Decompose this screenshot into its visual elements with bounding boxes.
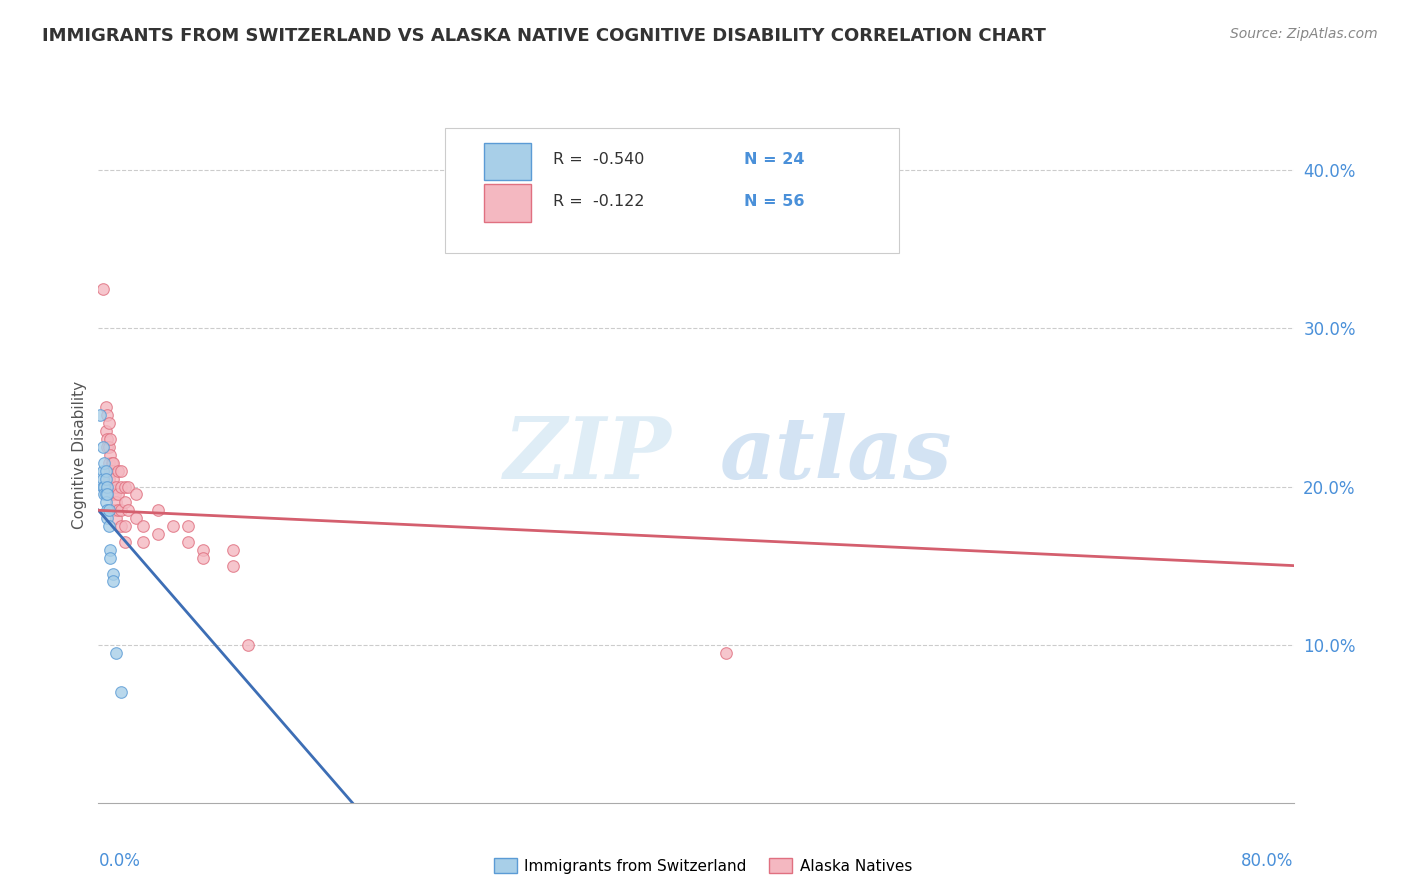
Point [110, 519, 132, 533]
Point [191, 550, 214, 565]
Point [91, 464, 114, 478]
Point [94, 495, 117, 509]
Point [148, 503, 170, 517]
Point [236, 638, 259, 652]
Point [103, 456, 125, 470]
Point [93, 479, 115, 493]
Point [107, 503, 129, 517]
Point [98, 479, 122, 493]
Text: atlas: atlas [720, 413, 952, 497]
Point [96, 432, 118, 446]
Point [93, 487, 115, 501]
Point [148, 527, 170, 541]
Text: Source: ZipAtlas.com: Source: ZipAtlas.com [1230, 27, 1378, 41]
Point [107, 464, 129, 478]
Legend: Immigrants from Switzerland, Alaska Natives: Immigrants from Switzerland, Alaska Nati… [488, 852, 918, 880]
Point [222, 542, 245, 557]
Point [105, 511, 128, 525]
Text: 0.0%: 0.0% [98, 852, 141, 870]
Point [177, 519, 200, 533]
Point [96, 479, 118, 493]
Point [110, 685, 132, 699]
Point [96, 409, 118, 423]
FancyBboxPatch shape [444, 128, 900, 253]
Point [105, 646, 128, 660]
Text: N = 56: N = 56 [744, 194, 804, 209]
Point [104, 487, 127, 501]
Point [97, 519, 120, 533]
Point [94, 487, 117, 501]
Point [94, 401, 117, 415]
Point [104, 503, 127, 517]
Point [91, 472, 114, 486]
Point [101, 487, 124, 501]
Y-axis label: Cognitive Disability: Cognitive Disability [72, 381, 87, 529]
Point [222, 558, 245, 573]
Point [114, 479, 136, 493]
Point [97, 472, 120, 486]
Point [101, 456, 124, 470]
Point [97, 440, 120, 454]
Point [101, 464, 124, 478]
Point [714, 646, 737, 660]
Point [91, 282, 114, 296]
FancyBboxPatch shape [485, 185, 531, 222]
Point [114, 495, 136, 509]
Point [105, 479, 128, 493]
Point [110, 479, 132, 493]
Point [107, 487, 129, 501]
Point [96, 503, 118, 517]
Text: R =  -0.122: R = -0.122 [553, 194, 644, 209]
Point [110, 464, 132, 478]
Point [97, 503, 120, 517]
Point [96, 511, 118, 525]
Point [103, 472, 125, 486]
Point [114, 519, 136, 533]
Text: R =  -0.540: R = -0.540 [553, 153, 644, 168]
Point [98, 448, 122, 462]
Point [94, 424, 117, 438]
Point [96, 440, 118, 454]
Point [191, 542, 214, 557]
Point [94, 472, 117, 486]
Point [97, 417, 120, 431]
Point [97, 456, 120, 470]
Point [110, 503, 132, 517]
Point [177, 534, 200, 549]
Point [103, 487, 125, 501]
Point [103, 566, 125, 581]
Point [132, 519, 155, 533]
Point [101, 479, 124, 493]
Point [98, 432, 122, 446]
Point [98, 464, 122, 478]
Point [91, 440, 114, 454]
Text: 80.0%: 80.0% [1241, 852, 1294, 870]
Point [94, 464, 117, 478]
Text: IMMIGRANTS FROM SWITZERLAND VS ALASKA NATIVE COGNITIVE DISABILITY CORRELATION CH: IMMIGRANTS FROM SWITZERLAND VS ALASKA NA… [42, 27, 1046, 45]
Point [105, 495, 128, 509]
Point [96, 487, 118, 501]
Point [125, 487, 148, 501]
Point [117, 479, 139, 493]
FancyBboxPatch shape [485, 143, 531, 180]
Point [89, 409, 111, 423]
Point [98, 550, 122, 565]
Point [98, 542, 122, 557]
Text: N = 24: N = 24 [744, 153, 804, 168]
Point [103, 503, 125, 517]
Point [103, 574, 125, 589]
Point [117, 503, 139, 517]
Point [125, 511, 148, 525]
Point [132, 534, 155, 549]
Point [91, 479, 114, 493]
Point [114, 534, 136, 549]
Text: ZIP: ZIP [505, 413, 672, 497]
Point [93, 456, 115, 470]
Point [162, 519, 184, 533]
